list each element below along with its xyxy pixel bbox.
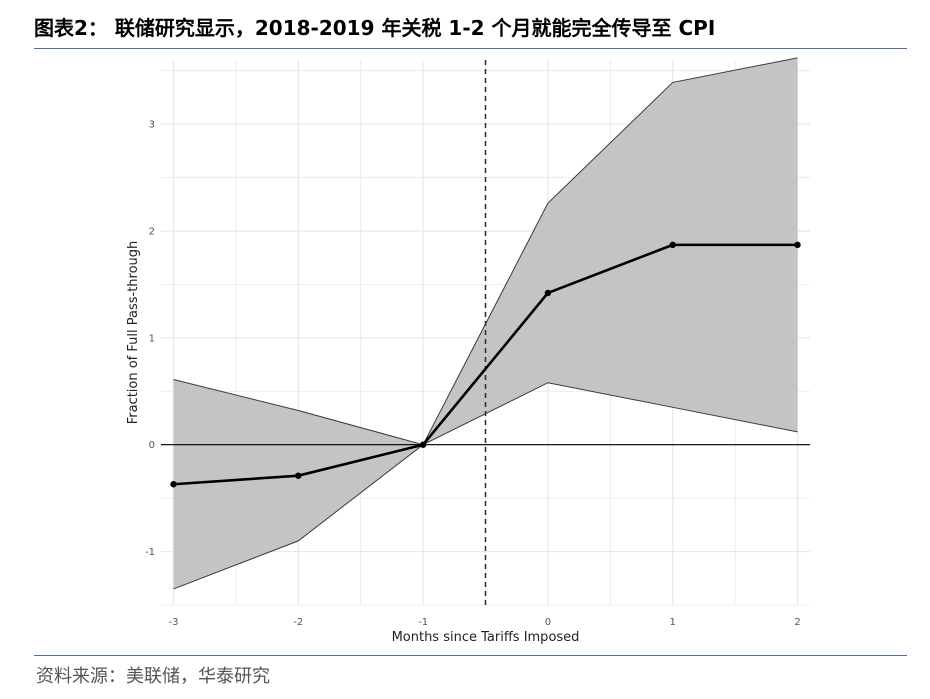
source-divider: [34, 655, 907, 656]
y-axis-title: Fraction of Full Pass-through: [126, 241, 141, 425]
data-point: [669, 241, 676, 249]
x-tick-label: 1: [670, 617, 676, 628]
x-axis-title: Months since Tariffs Imposed: [392, 630, 580, 645]
confidence-band: [173, 57, 798, 589]
series-line: [173, 243, 798, 486]
y-tick-label: 2: [149, 226, 155, 237]
y-tick-label: 1: [149, 333, 155, 344]
x-tick-label: 2: [794, 617, 800, 628]
data-point: [170, 481, 177, 488]
x-tick-label: 0: [545, 617, 551, 628]
data-point: [419, 441, 427, 448]
x-tick-label: -1: [418, 617, 428, 628]
data-point: [295, 472, 302, 479]
source-note: 资料来源：美联储，华泰研究: [36, 666, 270, 687]
y-tick-label: -1: [145, 547, 155, 558]
data-point: [544, 289, 552, 297]
y-tick-label: 0: [149, 440, 155, 451]
y-tick-label: 3: [149, 120, 155, 131]
data-point: [794, 241, 801, 249]
x-tick-label: -3: [168, 617, 178, 628]
x-tick-label: -2: [293, 617, 303, 628]
figure-title: 图表2： 联储研究显示，2018-2019 年关税 1-2 个月就能完全传导至 …: [34, 16, 716, 40]
title-divider: [34, 48, 907, 49]
